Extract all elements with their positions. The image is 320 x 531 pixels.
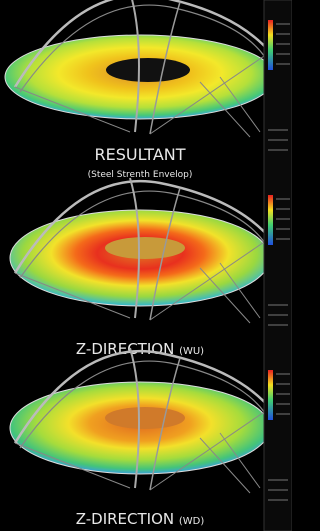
panel-subtitle: (Steel Strenth Envelop) [88, 170, 193, 180]
panel-title: Z-DIRECTION (WU) [76, 340, 204, 358]
panel-label: Z-DIRECTION [76, 340, 174, 358]
dome-render [5, 0, 275, 137]
legend-strip [264, 0, 292, 531]
panel-label: (WD) [179, 516, 204, 527]
dome-render [10, 348, 270, 493]
panel-label: Z-DIRECTION [76, 510, 174, 528]
figure: RESULTANT (Steel Strenth Envelop) Z-DIRE… [0, 0, 292, 531]
panel-title: RESULTANT [94, 145, 185, 164]
dome-render [10, 178, 270, 323]
panel-label: (WU) [179, 346, 204, 357]
panel-title: Z-DIRECTION (WD) [76, 510, 205, 528]
